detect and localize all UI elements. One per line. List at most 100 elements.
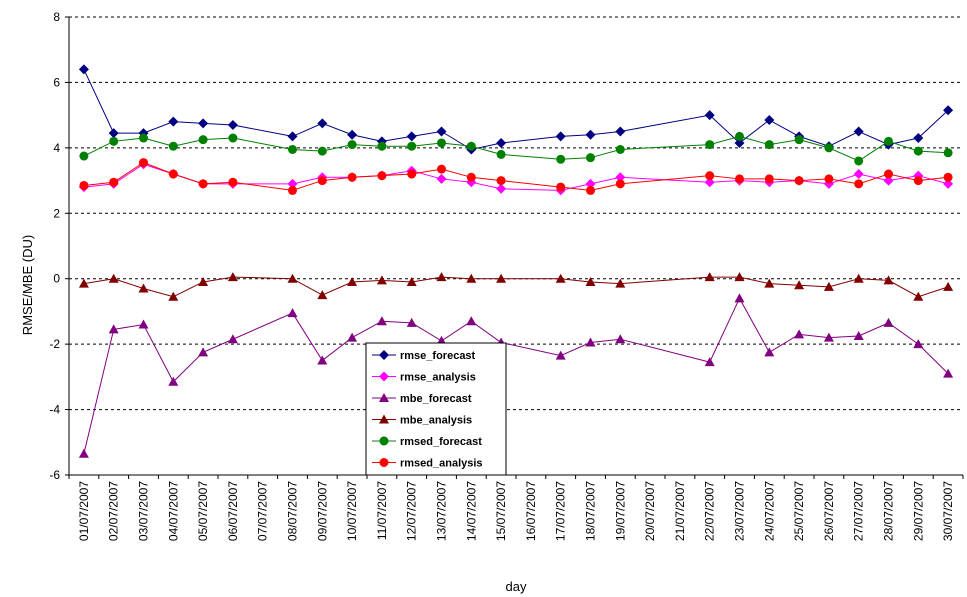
x-tick-label: 22/07/2007 xyxy=(703,481,717,541)
data-point xyxy=(227,119,238,130)
data-point xyxy=(139,133,148,143)
data-point xyxy=(168,169,178,179)
data-point xyxy=(794,135,804,145)
data-point xyxy=(585,276,596,286)
data-point xyxy=(555,131,566,142)
data-point xyxy=(109,177,119,187)
data-point xyxy=(317,355,328,365)
legend: rmse_forecast rmse_analysis mbe_forecastmb… xyxy=(365,342,507,476)
x-axis-label: day xyxy=(506,579,527,594)
data-point xyxy=(347,140,357,150)
legend-item: rmse_forecast xyxy=(372,350,476,362)
data-point xyxy=(437,138,446,148)
data-point xyxy=(913,133,924,144)
data-point xyxy=(376,275,387,285)
data-point xyxy=(615,179,625,189)
x-tick-label: 27/07/2007 xyxy=(852,481,866,541)
x-tick-label: 17/07/2007 xyxy=(554,481,568,541)
data-point xyxy=(586,153,595,163)
data-point xyxy=(227,272,238,282)
series-rmse_forecast xyxy=(78,64,954,155)
data-point xyxy=(407,169,417,179)
data-point xyxy=(168,291,179,301)
data-point xyxy=(884,169,893,179)
data-point xyxy=(555,273,566,283)
x-tick-label: 23/07/2007 xyxy=(733,481,747,541)
data-point xyxy=(615,172,626,183)
data-point xyxy=(78,278,89,288)
data-point xyxy=(496,176,506,186)
data-point xyxy=(853,169,864,180)
legend-label: rmse_analysis xyxy=(400,372,476,384)
y-axis-label: RMSE/MBE (DU) xyxy=(20,235,35,335)
x-tick-label: 03/07/2007 xyxy=(137,481,151,541)
data-point xyxy=(943,172,953,182)
x-tick-label: 06/07/2007 xyxy=(226,481,240,541)
data-point xyxy=(823,281,834,291)
data-point xyxy=(198,135,208,145)
data-point xyxy=(704,110,715,121)
data-point xyxy=(704,357,715,367)
legend-label: mbe_analysis xyxy=(400,415,472,427)
y-tick-label: 8 xyxy=(53,10,60,24)
axes xyxy=(65,16,964,479)
data-point xyxy=(854,179,864,189)
data-point xyxy=(379,458,389,467)
x-tick-label: 09/07/2007 xyxy=(315,481,329,541)
data-point xyxy=(734,137,745,148)
data-point xyxy=(168,141,178,151)
x-tick-label: 04/07/2007 xyxy=(166,481,180,541)
data-point xyxy=(138,319,149,329)
data-point xyxy=(109,136,119,146)
data-point xyxy=(496,137,507,148)
data-point xyxy=(287,273,298,283)
data-point xyxy=(794,280,805,290)
data-point xyxy=(794,329,805,339)
data-point xyxy=(377,171,387,181)
data-point xyxy=(556,182,566,192)
data-point xyxy=(347,172,357,182)
legend-label: rmsed_forecast xyxy=(400,436,482,448)
data-point xyxy=(138,283,149,293)
legend-label: mbe_forecast xyxy=(400,393,472,405)
x-tick-label: 10/07/2007 xyxy=(345,481,359,541)
data-point xyxy=(734,272,745,282)
data-point xyxy=(317,176,327,186)
data-point xyxy=(704,177,715,188)
series-line xyxy=(83,297,949,454)
legend-item: rmsed_forecast xyxy=(372,436,482,448)
data-point xyxy=(228,177,238,187)
data-point xyxy=(794,176,804,186)
data-point xyxy=(379,414,389,424)
x-tick-label: 05/07/2007 xyxy=(196,481,210,541)
data-point xyxy=(615,144,625,154)
x-tick-label: 16/07/2007 xyxy=(524,481,538,541)
data-point xyxy=(615,278,626,288)
y-tick-labels: -6 -4 -2 0 2 4 6 8 xyxy=(49,10,60,482)
series-line xyxy=(83,276,949,298)
data-point xyxy=(108,324,119,334)
x-tick-label: 07/07/2007 xyxy=(256,481,270,541)
x-tick-label: 30/07/2007 xyxy=(941,481,955,541)
data-point xyxy=(379,393,389,402)
data-point xyxy=(287,178,298,189)
data-point xyxy=(764,115,775,126)
grid-lines xyxy=(69,16,963,411)
data-point xyxy=(227,334,238,344)
series-mbe_analysis xyxy=(78,272,954,301)
data-point xyxy=(407,141,417,151)
data-point xyxy=(466,141,476,151)
data-point xyxy=(615,334,626,344)
data-point xyxy=(198,118,209,129)
x-tick-label: 18/07/2007 xyxy=(584,481,598,541)
data-point xyxy=(556,154,566,164)
data-point xyxy=(496,149,506,159)
data-point xyxy=(585,337,596,347)
data-point xyxy=(615,126,626,137)
data-point xyxy=(347,276,358,286)
data-point xyxy=(764,278,775,288)
data-point xyxy=(586,185,595,195)
data-point xyxy=(854,156,864,166)
data-point xyxy=(288,185,297,195)
